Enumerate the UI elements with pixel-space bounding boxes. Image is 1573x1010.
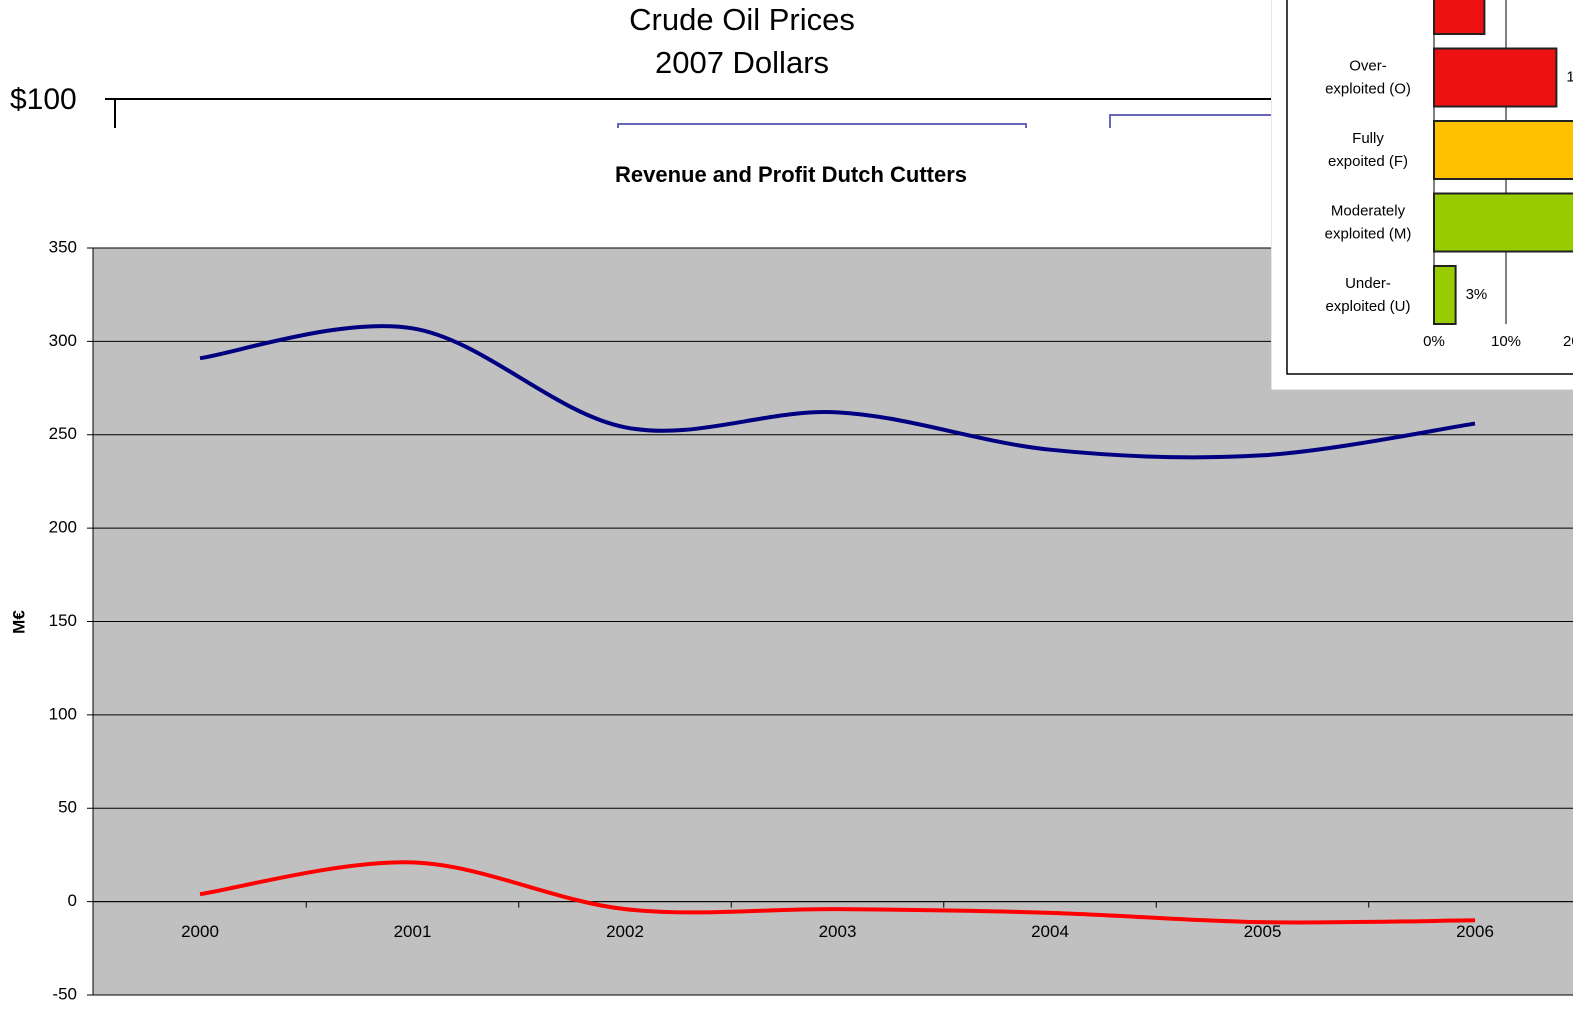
bar	[1433, 0, 1486, 35]
label-line: exploited (O)	[1325, 80, 1411, 97]
x-tick-label: 0%	[1423, 333, 1445, 350]
y-tick-label: 300	[49, 331, 77, 350]
value-label: 17%	[1566, 68, 1573, 85]
x-tick-label: 2002	[606, 922, 644, 941]
bar	[1433, 265, 1457, 325]
x-tick-label: 2006	[1456, 922, 1494, 941]
y-tick-label: $100	[10, 83, 77, 116]
label-line: exploited (M)	[1325, 225, 1412, 242]
bar	[1433, 120, 1573, 180]
y-tick-label: Over-exploited (O)	[1325, 57, 1411, 97]
label-line: Moderately	[1331, 202, 1406, 219]
y-tick-label: -50	[52, 984, 77, 1003]
crude-title: Crude Oil Prices	[629, 2, 855, 37]
series-line	[199, 324, 1476, 460]
y-tick-label: 250	[49, 424, 77, 443]
x-tick-label: 2000	[181, 922, 219, 941]
y-tick-label: Under-exploited (U)	[1325, 275, 1410, 315]
y-tick-label: Moderately exploited (M)	[1325, 202, 1412, 242]
y-tick-label: 350	[49, 237, 77, 256]
series-line	[199, 860, 1476, 925]
bar-panel: 0% 10% 20% Over-exploited (O) 17% Fully expoit…	[1271, 0, 1573, 390]
y-tick-label: 150	[49, 611, 77, 630]
y-axis-title: M€	[9, 610, 28, 634]
y-tick-label: 200	[49, 518, 77, 537]
y-tick-label: 0	[68, 891, 77, 910]
bar	[1433, 47, 1558, 108]
crude-subtitle: 2007 Dollars	[655, 45, 829, 80]
x-tick-label: 2001	[394, 922, 432, 941]
x-tick-label: 2005	[1244, 922, 1282, 941]
bar	[1433, 192, 1573, 253]
x-tick-label: 2004	[1031, 922, 1069, 941]
x-tick-label: 2003	[819, 922, 857, 941]
label-line: expoited (F)	[1328, 153, 1408, 170]
x-tick-label: 20%	[1563, 333, 1573, 350]
y-tick-label: 100	[49, 704, 77, 723]
y-tick-label: 50	[58, 798, 77, 817]
label-line: Under-	[1345, 275, 1391, 292]
value-label: 3%	[1466, 286, 1488, 303]
label-line: exploited (U)	[1325, 298, 1410, 315]
y-tick-label: Fully expoited (F)	[1328, 130, 1408, 170]
label-line: Fully	[1352, 130, 1384, 147]
x-tick-label: 10%	[1491, 333, 1521, 350]
label-line: Over-	[1349, 57, 1387, 74]
chart-title: Revenue and Profit Dutch Cutters	[615, 162, 967, 187]
